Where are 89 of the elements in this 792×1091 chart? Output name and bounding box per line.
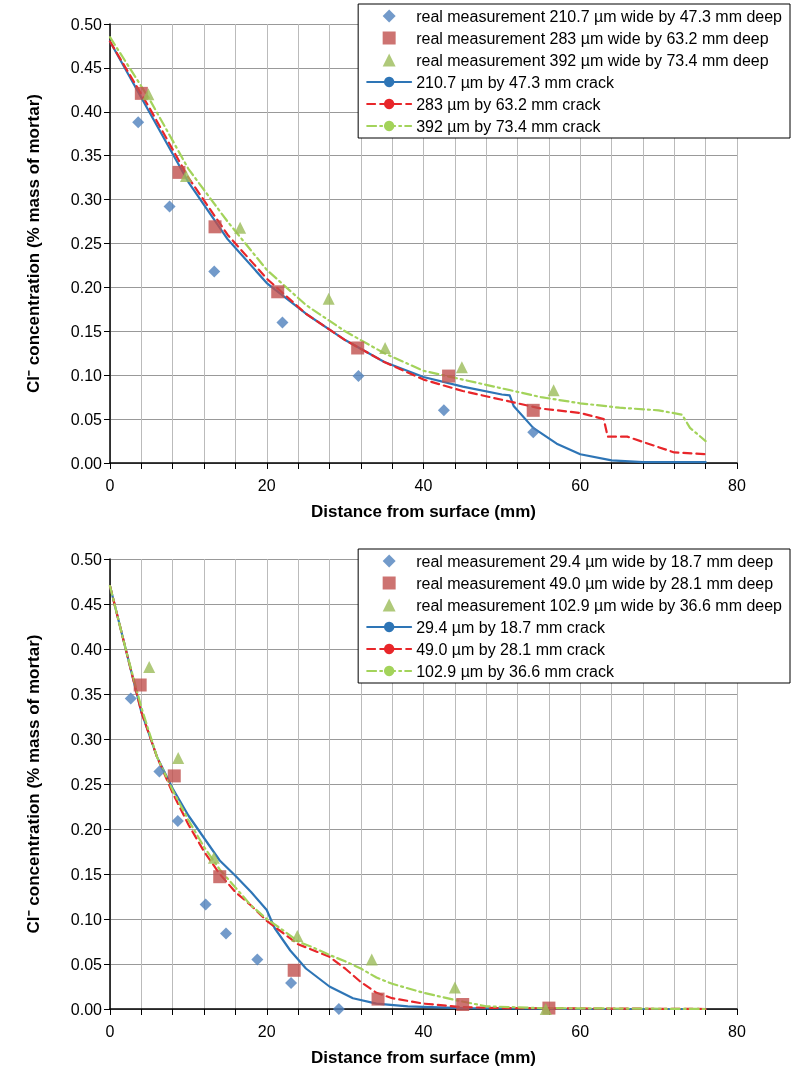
x-tick-label: 20 bbox=[257, 476, 276, 494]
legend-label: 283 µm by 63.2 mm crack bbox=[416, 95, 602, 113]
y-tick-label: 0.30 bbox=[70, 191, 103, 209]
x-axis-title: Distance from surface (mm) bbox=[311, 1048, 536, 1067]
legend-label: real measurement 283 µm wide by 63.2 mm deep bbox=[416, 29, 769, 47]
y-tick-label: 0.40 bbox=[70, 103, 103, 121]
y-tick-label: 0.45 bbox=[70, 595, 103, 613]
point bbox=[332, 1003, 345, 1015]
point bbox=[124, 692, 137, 705]
legend-label: 49.0 µm by 28.1 mm crack bbox=[416, 640, 606, 658]
point bbox=[219, 927, 232, 940]
point bbox=[234, 221, 247, 234]
point bbox=[208, 220, 222, 234]
y-tick-label: 0.50 bbox=[70, 15, 103, 33]
x-tick-label: 40 bbox=[414, 476, 433, 494]
point bbox=[208, 265, 221, 278]
y-tick-label: 0.10 bbox=[70, 366, 103, 384]
point bbox=[448, 981, 461, 994]
y-tick-label: 0.35 bbox=[70, 147, 103, 165]
point bbox=[352, 370, 365, 383]
y-tick-label: 0.40 bbox=[70, 640, 103, 658]
point bbox=[142, 88, 155, 101]
point bbox=[365, 953, 378, 966]
point bbox=[271, 285, 285, 299]
point bbox=[153, 765, 166, 778]
point bbox=[455, 361, 468, 374]
legend-label: real measurement 49.0 µm wide by 28.1 mm deep bbox=[416, 574, 774, 592]
y-tick-label: 0.50 bbox=[70, 550, 103, 568]
x-tick-label: 80 bbox=[728, 1022, 746, 1040]
x-tick-label: 80 bbox=[728, 476, 746, 494]
point bbox=[322, 292, 335, 305]
legend-label: 102.9 µm by 36.6 mm crack bbox=[416, 662, 615, 680]
x-tick-label: 40 bbox=[414, 1022, 433, 1040]
y-axis-title: Cl⁻ concentration (% mass of mortar) bbox=[24, 634, 43, 934]
point bbox=[437, 404, 450, 417]
point bbox=[351, 341, 365, 355]
point bbox=[172, 165, 186, 179]
point bbox=[171, 814, 184, 827]
legend-label: 392 µm by 73.4 mm crack bbox=[416, 117, 602, 135]
point bbox=[132, 116, 145, 129]
y-tick-label: 0.20 bbox=[70, 278, 103, 296]
point bbox=[291, 930, 304, 943]
y-tick-label: 0.35 bbox=[70, 685, 103, 703]
legend-label: real measurement 210.7 µm wide by 47.3 mm deep bbox=[416, 7, 783, 25]
point bbox=[527, 426, 540, 439]
x-tick-label: 0 bbox=[105, 476, 115, 494]
x-tick-label: 60 bbox=[571, 476, 590, 494]
point bbox=[379, 341, 392, 354]
legend-label: 210.7 µm by 47.3 mm crack bbox=[416, 73, 615, 91]
y-tick-label: 0.15 bbox=[70, 322, 103, 340]
point bbox=[143, 661, 156, 673]
point bbox=[167, 769, 181, 783]
legend-label: real measurement 392 µm wide by 73.4 mm deep bbox=[416, 51, 769, 69]
point bbox=[213, 870, 227, 884]
point bbox=[547, 384, 560, 397]
point bbox=[199, 898, 212, 911]
y-tick-label: 0.45 bbox=[70, 59, 103, 77]
point bbox=[456, 998, 470, 1011]
legend-label: 29.4 µm by 18.7 mm crack bbox=[416, 618, 606, 636]
point bbox=[287, 963, 301, 977]
y-tick-label: 0.15 bbox=[70, 865, 103, 883]
x-axis-title: Distance from surface (mm) bbox=[311, 502, 536, 521]
point bbox=[285, 976, 298, 989]
legend-label: real measurement 29.4 µm wide by 18.7 mm deep bbox=[416, 552, 774, 570]
y-tick-label: 0.00 bbox=[70, 454, 103, 472]
x-tick-label: 20 bbox=[257, 1022, 276, 1040]
y-tick-label: 0.20 bbox=[70, 820, 103, 838]
y-tick-label: 0.05 bbox=[70, 955, 103, 973]
legend-label: real measurement 102.9 µm wide by 36.6 mm deep bbox=[416, 596, 783, 614]
point bbox=[251, 953, 264, 966]
point bbox=[442, 369, 456, 383]
point bbox=[539, 1003, 552, 1015]
y-tick-label: 0.25 bbox=[70, 235, 103, 252]
point bbox=[371, 992, 385, 1006]
y-tick-label: 0.00 bbox=[70, 1000, 103, 1018]
point bbox=[133, 678, 147, 692]
point bbox=[207, 851, 220, 864]
point bbox=[526, 403, 540, 417]
x-tick-label: 60 bbox=[571, 1022, 590, 1040]
point bbox=[172, 751, 185, 764]
x-tick-label: 0 bbox=[105, 1022, 115, 1040]
y-tick-label: 0.10 bbox=[70, 910, 103, 928]
y-tick-label: 0.30 bbox=[70, 730, 103, 748]
y-tick-label: 0.05 bbox=[70, 410, 103, 428]
point bbox=[276, 316, 289, 329]
point bbox=[163, 200, 176, 213]
y-axis-title: Cl⁻ concentration (% mass of mortar) bbox=[24, 94, 43, 393]
y-tick-label: 0.25 bbox=[70, 775, 103, 793]
point bbox=[180, 169, 193, 182]
